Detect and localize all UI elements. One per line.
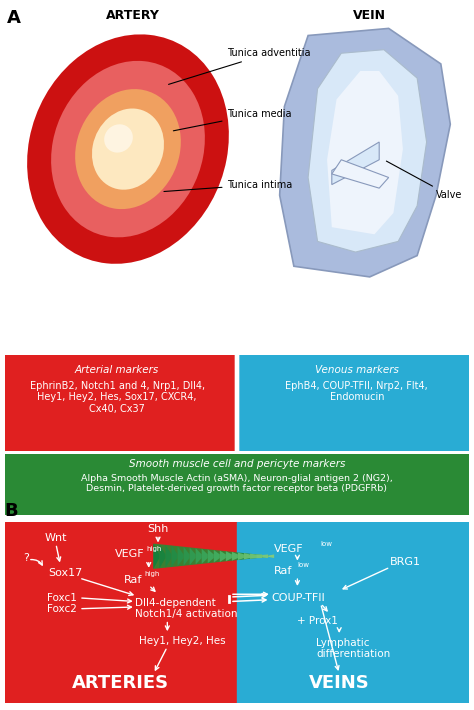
Polygon shape	[327, 71, 403, 234]
Polygon shape	[280, 28, 450, 277]
FancyBboxPatch shape	[0, 351, 235, 454]
Text: A: A	[7, 9, 21, 27]
Text: ARTERY: ARTERY	[106, 9, 160, 22]
Polygon shape	[232, 552, 238, 561]
Text: differentiation: differentiation	[316, 649, 390, 659]
Text: ?: ?	[23, 553, 28, 563]
Text: Shh: Shh	[147, 524, 169, 534]
Polygon shape	[208, 550, 214, 563]
Text: Arterial markers: Arterial markers	[75, 365, 159, 375]
FancyBboxPatch shape	[0, 452, 474, 518]
Polygon shape	[308, 50, 427, 252]
Text: Sox17: Sox17	[48, 567, 82, 577]
Polygon shape	[154, 544, 159, 569]
Text: EphB4, COUP-TFII, Nrp2, Flt4,
Endomucin: EphB4, COUP-TFII, Nrp2, Flt4, Endomucin	[285, 381, 428, 402]
Text: Foxc1: Foxc1	[46, 593, 76, 603]
Text: high: high	[146, 546, 162, 552]
Ellipse shape	[27, 34, 229, 264]
Text: B: B	[5, 503, 18, 520]
Polygon shape	[214, 550, 220, 562]
Text: COUP-TFII: COUP-TFII	[272, 593, 326, 603]
Ellipse shape	[92, 109, 164, 190]
Polygon shape	[226, 551, 232, 562]
Polygon shape	[262, 555, 268, 558]
Text: low: low	[297, 562, 310, 568]
Text: Foxc2: Foxc2	[46, 604, 76, 613]
Polygon shape	[220, 550, 226, 562]
Polygon shape	[256, 555, 262, 558]
Text: Venous markers: Venous markers	[315, 365, 399, 375]
Text: VEGF: VEGF	[115, 550, 144, 559]
Text: ARTERIES: ARTERIES	[73, 674, 169, 692]
Text: Lymphatic: Lymphatic	[316, 638, 369, 648]
Ellipse shape	[104, 124, 133, 153]
Text: Raf: Raf	[274, 566, 292, 576]
Text: Tunica media: Tunica media	[173, 109, 292, 131]
Ellipse shape	[51, 61, 205, 237]
Polygon shape	[183, 547, 190, 566]
Polygon shape	[190, 547, 196, 565]
Text: Hey1, Hey2, Hes: Hey1, Hey2, Hes	[139, 636, 226, 646]
Text: VEINS: VEINS	[309, 674, 370, 692]
Text: Valve: Valve	[386, 161, 463, 200]
Polygon shape	[172, 545, 178, 567]
Text: Tunica intima: Tunica intima	[164, 180, 293, 192]
Text: + Prox1: + Prox1	[297, 616, 338, 626]
Text: Smooth muscle cell and pericyte markers: Smooth muscle cell and pericyte markers	[129, 459, 345, 469]
Text: high: high	[144, 572, 159, 577]
Text: BRG1: BRG1	[390, 557, 421, 567]
Text: Alpha Smooth Muscle Actin (aSMA), Neuron-glial antigen 2 (NG2),
Desmin, Platelet: Alpha Smooth Muscle Actin (aSMA), Neuron…	[81, 474, 393, 493]
Text: Wnt: Wnt	[45, 533, 67, 543]
Bar	[237, 522, 469, 703]
Polygon shape	[332, 160, 389, 188]
Polygon shape	[196, 548, 202, 564]
Text: Notch1/4 activation: Notch1/4 activation	[135, 609, 237, 619]
Text: VEIN: VEIN	[353, 9, 386, 22]
Text: Dll4-dependent: Dll4-dependent	[135, 599, 216, 608]
Polygon shape	[154, 544, 274, 569]
Ellipse shape	[75, 89, 181, 209]
FancyBboxPatch shape	[239, 351, 474, 454]
Text: VEGF: VEGF	[274, 544, 304, 554]
Polygon shape	[244, 553, 250, 559]
Polygon shape	[250, 554, 256, 559]
Text: Tunica adventitia: Tunica adventitia	[169, 48, 311, 84]
Polygon shape	[165, 545, 172, 568]
Text: Raf: Raf	[123, 575, 142, 585]
Polygon shape	[159, 544, 165, 568]
Bar	[5, 522, 237, 703]
Polygon shape	[332, 142, 379, 185]
Text: low: low	[320, 540, 333, 547]
Polygon shape	[268, 555, 274, 558]
Polygon shape	[202, 549, 208, 564]
Text: EphrinB2, Notch1 and 4, Nrp1, Dll4,
Hey1, Hey2, Hes, Sox17, CXCR4,
Cx40, Cx37: EphrinB2, Notch1 and 4, Nrp1, Dll4, Hey1…	[29, 381, 205, 414]
Polygon shape	[238, 552, 244, 560]
Polygon shape	[178, 546, 183, 567]
